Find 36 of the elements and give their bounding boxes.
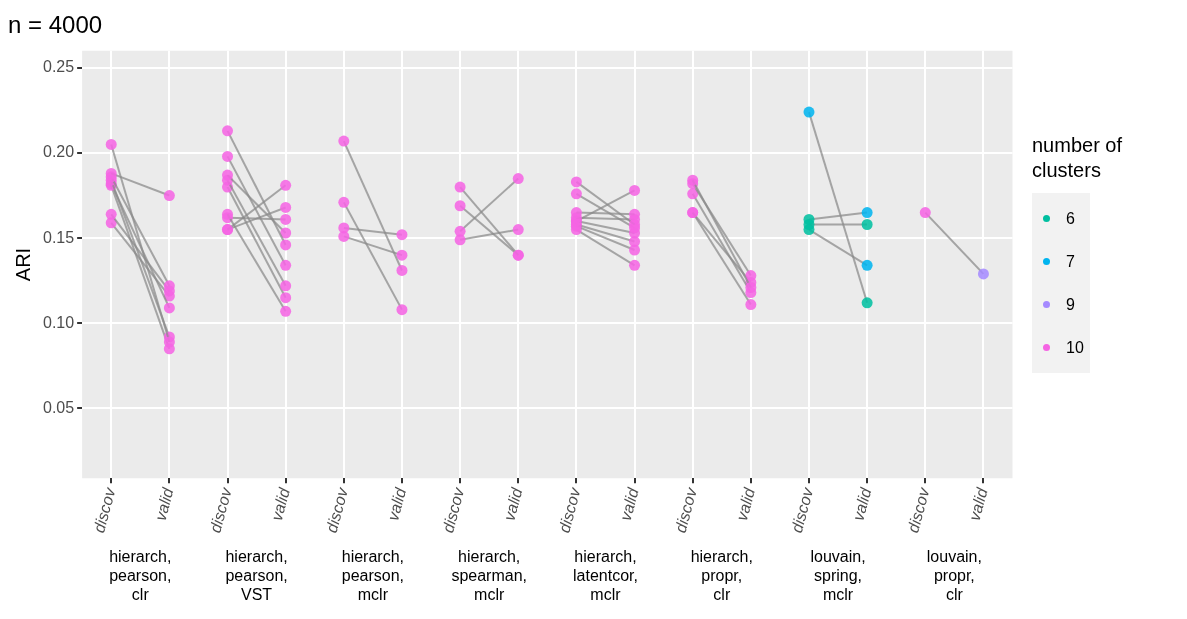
legend-label: 9: [1066, 295, 1075, 314]
y-axis-title: ARI: [11, 247, 34, 282]
x-tick-label: discov: [904, 485, 933, 535]
legend-label: 7: [1066, 252, 1075, 271]
x-tick-label: valid: [267, 485, 294, 523]
chart-title: n = 4000: [8, 11, 103, 39]
text: hierarch, pearson, mclr: [341, 548, 405, 604]
text: hierarch, spearman, mclr: [451, 548, 527, 604]
text: hierarch, propr, clr: [690, 548, 753, 604]
x-tick-label: valid: [616, 485, 643, 523]
y-tick-label: 0.05: [43, 398, 75, 416]
x-tick-label: discov: [439, 485, 468, 535]
y-tick-label: 0.20: [43, 143, 75, 161]
x-tick-label: discov: [671, 485, 701, 535]
text: hierarch, latentcor, mclr: [573, 548, 638, 604]
text: louvain, spring, mclr: [810, 548, 866, 604]
legend-title: number of clusters: [1032, 133, 1124, 183]
x-tick-label: valid: [151, 485, 177, 523]
x-tick-label: valid: [384, 485, 410, 523]
x-tick-label: valid: [849, 485, 875, 523]
x-tick-label: valid: [500, 485, 526, 523]
text: louvain, propr, clr: [926, 548, 982, 604]
text: hierarch, pearson, clr: [109, 548, 172, 604]
legend-label: 6: [1066, 209, 1075, 228]
x-tick-label: valid: [733, 485, 759, 523]
x-tick-label: valid: [965, 485, 991, 523]
y-tick-label: 0.25: [43, 58, 75, 76]
x-tick-label: discov: [90, 485, 119, 535]
x-tick-label: discov: [322, 485, 352, 535]
text: hierarch, pearson, VST: [225, 548, 288, 604]
x-tick-label: discov: [555, 485, 584, 535]
x-tick-label: discov: [788, 485, 817, 535]
x-tick-label: discov: [206, 485, 235, 535]
y-tick-label: 0.15: [43, 228, 75, 246]
y-tick-label: 0.10: [43, 313, 75, 331]
legend-label: 10: [1066, 338, 1084, 357]
